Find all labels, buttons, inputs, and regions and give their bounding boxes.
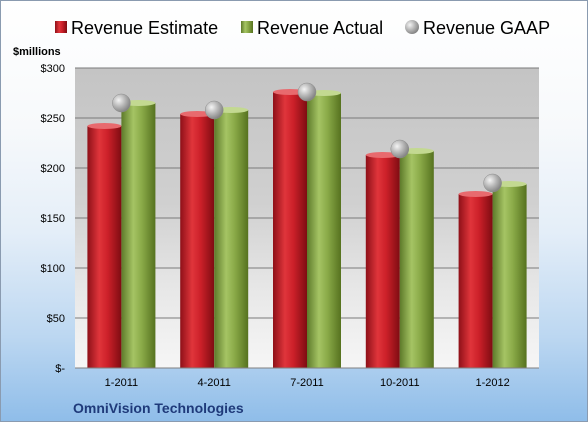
bar-top-revenue-estimate xyxy=(458,191,493,197)
x-tick-label: 1-2011 xyxy=(105,377,138,389)
bar-revenue-estimate xyxy=(365,155,400,368)
bars xyxy=(87,89,527,368)
legend-swatch-actual xyxy=(241,21,253,33)
bar-revenue-estimate xyxy=(273,92,307,368)
bar-revenue-actual xyxy=(399,151,434,368)
legend: Revenue Estimate Revenue Actual Revenue … xyxy=(55,18,550,38)
legend-swatch-estimate xyxy=(55,21,67,33)
marker-revenue-gaap xyxy=(112,93,131,113)
y-axis-ticks: $- $50 $100 $150 $200 $250 $300 xyxy=(41,63,66,375)
x-axis-ticks: 1-2011 4-2011 7-2011 10-2011 1-2012 xyxy=(105,377,510,389)
y-tick-label: $100 xyxy=(41,263,65,275)
bar-revenue-actual xyxy=(214,110,249,368)
bar-revenue-actual xyxy=(307,93,341,368)
bar-revenue-estimate xyxy=(458,194,493,368)
bar-top-revenue-estimate xyxy=(365,152,400,158)
x-tick-label: 1-2012 xyxy=(475,377,509,389)
legend-label-estimate: Revenue Estimate xyxy=(71,18,218,38)
x-tick-label: 4-2011 xyxy=(197,377,230,389)
y-tick-label: $150 xyxy=(41,213,65,225)
legend-label-actual: Revenue Actual xyxy=(257,18,383,38)
marker-revenue-gaap xyxy=(204,100,224,120)
y-tick-label: $- xyxy=(55,363,65,375)
x-tick-label: 7-2011 xyxy=(290,377,323,389)
y-axis-unit-label: $millions xyxy=(13,46,61,58)
bar-revenue-estimate xyxy=(87,126,122,368)
legend-marker-gaap xyxy=(405,20,419,34)
bar-top-revenue-estimate xyxy=(87,123,122,129)
y-tick-label: $250 xyxy=(41,113,65,125)
legend-label-gaap: Revenue GAAP xyxy=(423,18,550,38)
marker-revenue-gaap xyxy=(297,82,317,102)
gaap-markers xyxy=(112,82,502,193)
bar-revenue-estimate xyxy=(180,114,215,368)
y-tick-label: $50 xyxy=(47,313,65,325)
bar-revenue-actual xyxy=(121,103,156,368)
x-tick-label: 10-2011 xyxy=(380,377,420,389)
company-name-label: OmniVision Technologies xyxy=(73,400,244,416)
y-tick-label: $200 xyxy=(41,163,65,175)
marker-revenue-gaap xyxy=(390,139,410,159)
marker-revenue-gaap xyxy=(483,173,502,193)
y-tick-label: $300 xyxy=(41,63,65,75)
bar-revenue-actual xyxy=(492,184,527,368)
